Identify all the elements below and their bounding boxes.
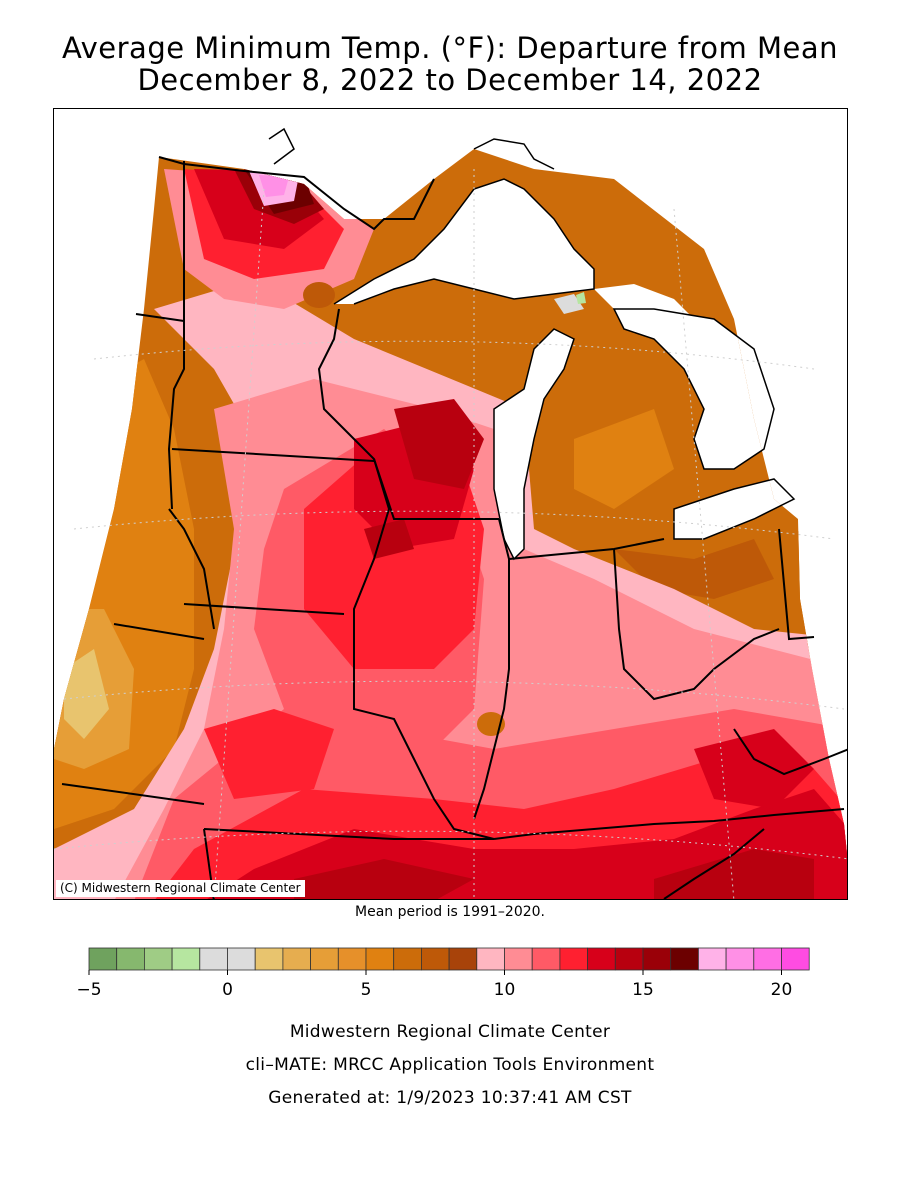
- legend-swatch: [642, 947, 672, 971]
- legend-swatch: [698, 947, 727, 971]
- legend-tick-label: 10: [494, 980, 516, 1000]
- footer-generated-time: Generated at: 1/9/2023 10:37:41 AM CST: [268, 1088, 632, 1108]
- legend-swatches: [88, 947, 810, 971]
- legend-tick-label: −5: [76, 980, 101, 1000]
- map-date-range: December 8, 2022 to December 14, 2022: [137, 63, 763, 97]
- legend-swatch: [88, 947, 118, 971]
- mean-period-note: Mean period is 1991–2020.: [355, 904, 545, 920]
- graticule: [54, 169, 847, 899]
- legend-swatch: [531, 947, 561, 971]
- legend-swatch: [282, 947, 311, 971]
- map-graphic: [54, 127, 847, 899]
- legend-swatch: [614, 947, 644, 971]
- departure-map: (C) Midwestern Regional Climate Center: [53, 108, 848, 900]
- legend-tick-label: 20: [771, 980, 793, 1000]
- legend-swatch: [587, 947, 616, 971]
- legend-swatch: [143, 947, 173, 971]
- map-title: Average Minimum Temp. (°F): Departure fr…: [61, 31, 839, 65]
- legend-swatch: [116, 947, 145, 971]
- legend-swatch: [310, 947, 339, 971]
- legend-swatch: [559, 947, 589, 971]
- temperature-departure-field: [54, 149, 847, 899]
- lake-shorelines: [268, 127, 796, 561]
- legend-swatch: [365, 947, 395, 971]
- legend-swatch: [227, 947, 256, 971]
- legend-swatch: [393, 947, 422, 971]
- legend-swatch: [171, 947, 201, 971]
- legend-swatch: [476, 947, 505, 971]
- copyright-notice: (C) Midwestern Regional Climate Center: [56, 880, 305, 897]
- state-boundaries: [61, 156, 847, 899]
- legend-swatch: [337, 947, 367, 971]
- legend-tick-label: 5: [361, 980, 372, 1000]
- legend-swatch: [254, 947, 284, 971]
- legend-swatch: [199, 947, 228, 971]
- footer-organization: Midwestern Regional Climate Center: [289, 1022, 611, 1042]
- legend-swatch: [753, 947, 782, 971]
- legend-swatch: [504, 947, 533, 971]
- legend-tick-label: 0: [222, 980, 233, 1000]
- color-legend: −5 0 5 10 15 20: [76, 947, 810, 1000]
- legend-swatch: [670, 947, 699, 971]
- legend-swatch: [781, 947, 810, 971]
- legend-ticks: −5 0 5 10 15 20: [76, 970, 792, 1000]
- footer-tool-name: cli–MATE: MRCC Application Tools Environ…: [245, 1055, 655, 1075]
- legend-swatch: [448, 947, 478, 971]
- legend-tick-label: 15: [632, 980, 654, 1000]
- legend-swatch: [725, 947, 755, 971]
- legend-swatch: [420, 947, 450, 971]
